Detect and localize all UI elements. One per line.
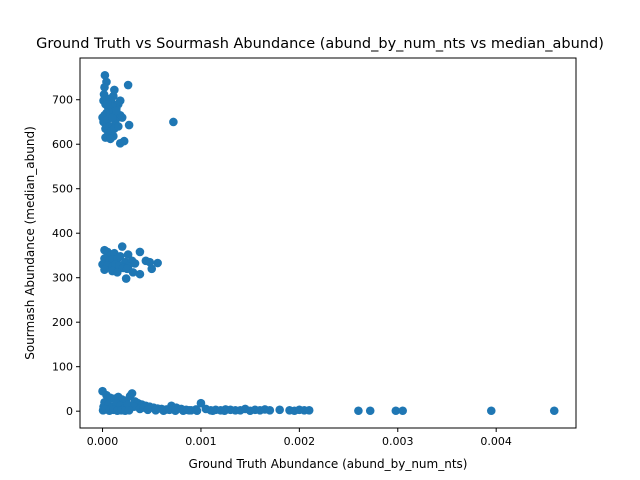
x-axis-ticks: 0.000 0.001 0.002 0.003 0.004 <box>87 428 512 448</box>
data-point <box>354 406 363 416</box>
data-point <box>119 136 129 146</box>
x-tick-label: 0.002 <box>284 435 316 448</box>
data-point <box>135 247 145 257</box>
data-point <box>106 134 115 144</box>
x-axis-label: Ground Truth Abundance (abund_by_num_nts… <box>189 457 468 471</box>
data-point <box>143 405 153 415</box>
y-axis-ticks: 0 100 200 300 400 500 600 700 <box>52 94 80 418</box>
data-point <box>151 405 160 415</box>
data-point <box>391 406 401 416</box>
data-point <box>121 274 131 283</box>
data-point <box>135 269 145 279</box>
plot-area <box>79 57 577 429</box>
data-points <box>98 70 559 416</box>
data-point <box>208 406 218 416</box>
data-point <box>549 406 559 416</box>
data-point <box>108 113 117 122</box>
data-point <box>123 80 133 90</box>
data-point <box>304 405 314 415</box>
data-point <box>112 106 121 116</box>
data-point <box>110 85 119 95</box>
data-point <box>196 398 206 408</box>
data-point <box>220 406 229 416</box>
y-tick-label: 200 <box>52 316 73 329</box>
data-point <box>398 406 408 416</box>
x-tick-label: 0.003 <box>382 435 414 448</box>
y-tick-label: 700 <box>52 94 73 107</box>
data-point <box>145 257 155 267</box>
data-point <box>115 252 125 261</box>
chart-title: Ground Truth vs Sourmash Abundance (abun… <box>36 36 604 52</box>
axes-frame <box>79 57 577 429</box>
data-point <box>103 99 112 109</box>
data-point <box>275 405 284 415</box>
y-tick-label: 0 <box>66 405 73 418</box>
y-tick-label: 600 <box>52 138 73 151</box>
data-point <box>265 405 275 415</box>
data-point <box>147 264 157 274</box>
data-point <box>113 122 123 131</box>
data-point <box>169 117 178 127</box>
x-tick-label: 0.000 <box>87 435 119 448</box>
data-point <box>100 70 110 80</box>
data-point <box>486 406 496 416</box>
y-tick-label: 400 <box>52 227 73 240</box>
data-point <box>171 406 180 416</box>
x-tick-label: 0.001 <box>185 435 217 448</box>
y-tick-label: 100 <box>52 361 73 374</box>
y-axis-label: Sourmash Abundance (median_abund) <box>23 126 37 360</box>
data-point <box>192 406 202 416</box>
data-point <box>117 113 127 122</box>
data-point <box>128 268 138 277</box>
data-point <box>365 406 375 416</box>
data-point <box>100 265 109 275</box>
data-point <box>127 389 137 398</box>
data-point <box>117 242 127 251</box>
x-tick-label: 0.004 <box>480 435 512 448</box>
data-point <box>123 250 133 259</box>
data-point <box>130 259 140 268</box>
y-tick-label: 300 <box>52 272 73 285</box>
data-point <box>124 120 134 130</box>
data-point <box>153 258 162 268</box>
data-point <box>100 82 109 92</box>
data-point <box>184 405 194 415</box>
data-point <box>124 405 134 415</box>
data-point <box>113 268 122 277</box>
y-tick-label: 500 <box>52 183 73 196</box>
